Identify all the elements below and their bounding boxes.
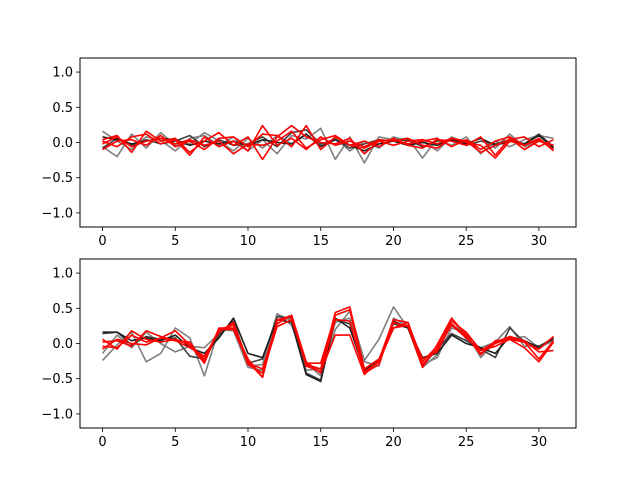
x-tick-label: 10 <box>240 435 257 450</box>
y-tick-label: 1.0 <box>52 66 73 81</box>
x-tick-label: 30 <box>531 435 548 450</box>
x-tick-label: 15 <box>312 234 329 249</box>
x-tick-label: 10 <box>240 234 257 249</box>
series-line-5 <box>102 124 554 156</box>
y-tick-label: 1.0 <box>52 267 73 282</box>
series-line-7 <box>102 130 554 159</box>
bottom-subplot: 0 5 10 15 20 25 30 −1.0 −0.5 0.0 0.5 1.0 <box>41 258 577 450</box>
y-tick-label: −0.5 <box>41 372 73 387</box>
x-tick-label: 0 <box>98 234 106 249</box>
y-tick-label: −1.0 <box>41 407 73 422</box>
x-tick-label: 5 <box>171 435 179 450</box>
series-group <box>101 306 555 383</box>
x-tick-label: 0 <box>98 435 106 450</box>
x-tick-label: 15 <box>312 435 329 450</box>
x-tick-label: 5 <box>171 234 179 249</box>
x-tick-label: 20 <box>385 234 402 249</box>
y-tick-label: −0.5 <box>41 171 73 186</box>
y-tick-label: 0.5 <box>52 101 73 116</box>
y-tick-label: 0.5 <box>52 302 73 317</box>
x-tick-label: 20 <box>385 435 402 450</box>
series-line-7 <box>102 314 555 379</box>
series-group <box>102 124 555 164</box>
top-subplot: 0 5 10 15 20 25 30 −1.0 −0.5 0.0 0.5 1.0 <box>41 57 577 249</box>
x-tick-label: 25 <box>458 435 475 450</box>
x-tick-label: 25 <box>458 234 475 249</box>
series-line-6 <box>102 124 554 156</box>
x-tick-label: 30 <box>531 234 548 249</box>
y-tick-label: 0.0 <box>52 136 73 151</box>
y-tick-label: −1.0 <box>41 206 73 221</box>
y-tick-label: 0.0 <box>52 337 73 352</box>
